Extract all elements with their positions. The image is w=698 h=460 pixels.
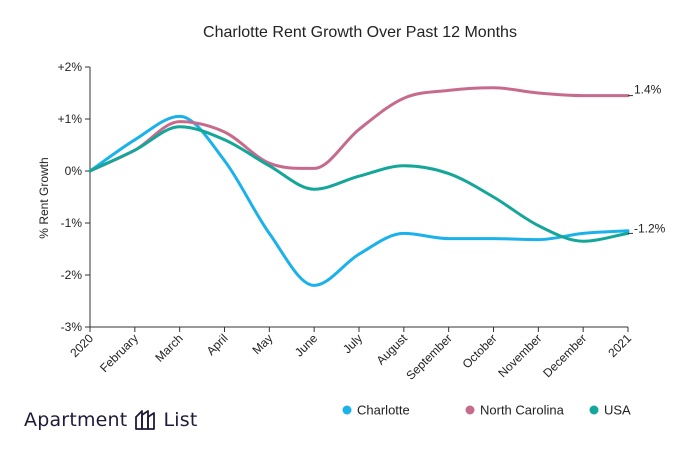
end-label-north-carolina: 1.4%: [634, 83, 662, 97]
series-line-charlotte: [88, 114, 630, 287]
y-tick-label: +1%: [58, 112, 83, 126]
y-tick-label: -1%: [61, 216, 83, 230]
y-axis-label: % Rent Growth: [37, 157, 51, 238]
x-tick-label: August: [374, 331, 411, 368]
legend-label-usa: USA: [604, 403, 631, 418]
chart-title: Charlotte Rent Growth Over Past 12 Month…: [203, 24, 517, 41]
brand-right-text: List: [163, 409, 198, 431]
series-line-usa: [88, 125, 630, 243]
legend: Charlotte North Carolina USA: [342, 403, 631, 418]
x-tick-label: October: [460, 331, 500, 371]
legend-marker-charlotte: [342, 405, 352, 415]
x-tick-label: 2021: [605, 331, 634, 360]
legend-label-north-carolina: North Carolina: [480, 403, 565, 418]
brand-left-text: Apartment: [24, 409, 128, 431]
x-tick-label: September: [403, 331, 454, 382]
y-tick-label: 0%: [65, 164, 83, 178]
y-tick-label: -3%: [61, 320, 83, 334]
brand-logo: Apartment List: [24, 408, 197, 432]
x-tick-label: 2020: [67, 331, 96, 360]
x-tick-label: July: [340, 331, 365, 356]
legend-marker-usa: [589, 405, 599, 415]
x-tick-label: November: [495, 331, 544, 380]
apartment-list-icon: [135, 410, 156, 430]
series-line-north-carolina: [88, 86, 630, 173]
x-tick-label: February: [97, 331, 141, 375]
x-tick-label: June: [292, 331, 321, 360]
legend-marker-north-carolina: [465, 405, 475, 415]
x-tick-label: March: [152, 331, 185, 364]
x-tick-label: May: [250, 331, 276, 357]
y-tick-label: -2%: [61, 268, 83, 282]
end-label-usa: -1.2%: [634, 221, 666, 235]
axes: +2% +1% 0% -1% -2% -3%2020 February March April M…: [58, 60, 635, 383]
y-tick-label: +2%: [58, 60, 83, 74]
series-layer: [88, 86, 630, 287]
legend-label-charlotte: Charlotte: [357, 403, 410, 418]
end-labels: 1.4% -1.2%: [628, 83, 666, 235]
x-tick-label: December: [540, 331, 589, 380]
x-tick-label: April: [204, 331, 231, 358]
